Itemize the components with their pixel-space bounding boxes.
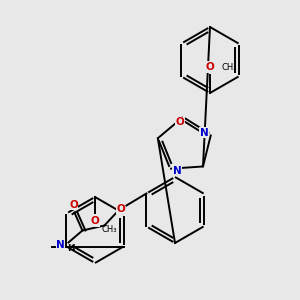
Text: N: N — [200, 128, 208, 137]
Text: O: O — [206, 62, 214, 72]
Text: N: N — [173, 166, 182, 176]
Text: H: H — [68, 244, 75, 253]
Text: O: O — [69, 200, 78, 209]
Text: O: O — [176, 117, 184, 127]
Text: O: O — [91, 216, 99, 226]
Text: N: N — [56, 239, 65, 250]
Text: CH₃: CH₃ — [221, 62, 236, 71]
Text: O: O — [116, 203, 125, 214]
Text: CH₃: CH₃ — [102, 224, 118, 233]
